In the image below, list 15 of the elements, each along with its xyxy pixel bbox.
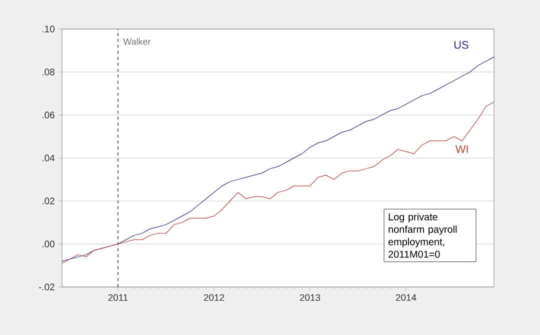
y-tick-label: .04	[42, 154, 55, 162]
series-label: US	[454, 41, 468, 49]
y-tick-label: .02	[42, 198, 54, 204]
ref-line-label: Walker	[123, 38, 151, 45]
x-tick-label: 2013	[300, 294, 320, 301]
y-tick-label: .10	[42, 26, 54, 32]
x-tick-label: 2012	[204, 294, 224, 301]
x-tick-label: 2014	[396, 294, 416, 301]
y-tick-label: .06	[42, 112, 54, 118]
annotation: Log private nonfarm payroll employment, 2011M01=0	[388, 213, 457, 258]
y-tick-label: .00	[42, 240, 54, 248]
y-tick-label: -.02	[38, 284, 54, 290]
series-label: WI	[455, 145, 468, 153]
y-tick-label: .08	[42, 68, 54, 76]
x-tick-label: 2011	[108, 294, 128, 301]
